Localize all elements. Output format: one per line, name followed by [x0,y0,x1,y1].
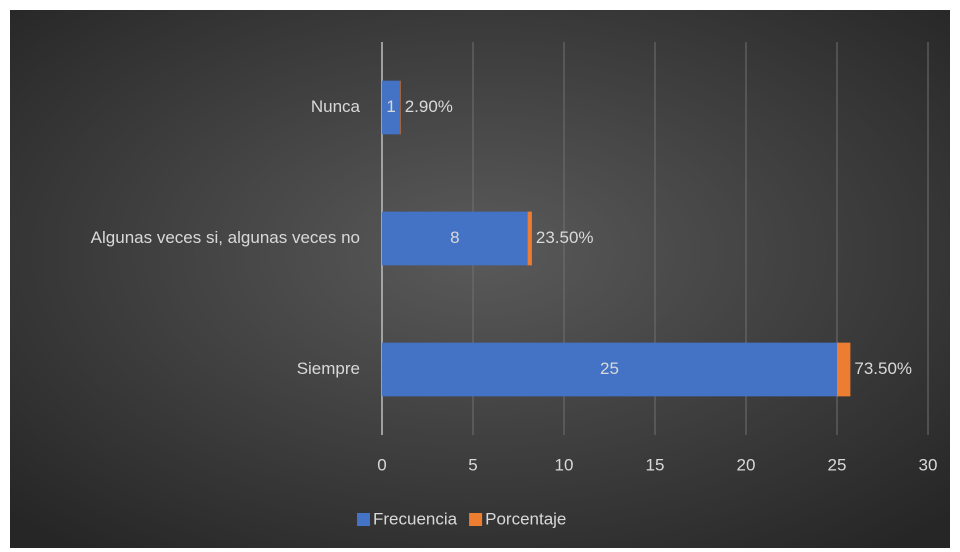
data-label: 25 [600,359,619,378]
x-tick-label: 5 [468,455,477,474]
data-label: 1 [386,97,395,116]
data-label: 2.90% [405,97,453,116]
data-label: 73.50% [854,359,912,378]
bar [382,342,837,397]
legend-swatch [357,513,370,526]
legend-swatch [469,513,483,526]
y-tick-label: Siempre [297,359,360,378]
bar [527,211,532,266]
x-tick-label: 15 [646,455,665,474]
bar [400,80,401,135]
y-tick-label: Algunas veces si, algunas veces no [91,228,360,247]
chart-background [10,10,950,548]
x-tick-label: 25 [828,455,847,474]
legend-label: Porcentaje [485,509,566,528]
bar [382,211,528,266]
x-tick-label: 10 [555,455,574,474]
x-tick-label: 30 [919,455,938,474]
data-label: 23.50% [536,228,594,247]
bar [837,342,851,397]
legend-label: Frecuencia [373,509,458,528]
x-tick-label: 20 [737,455,756,474]
data-label: 8 [450,228,459,247]
bar [382,80,401,135]
y-tick-label: Nunca [311,97,361,116]
x-tick-label: 0 [377,455,386,474]
